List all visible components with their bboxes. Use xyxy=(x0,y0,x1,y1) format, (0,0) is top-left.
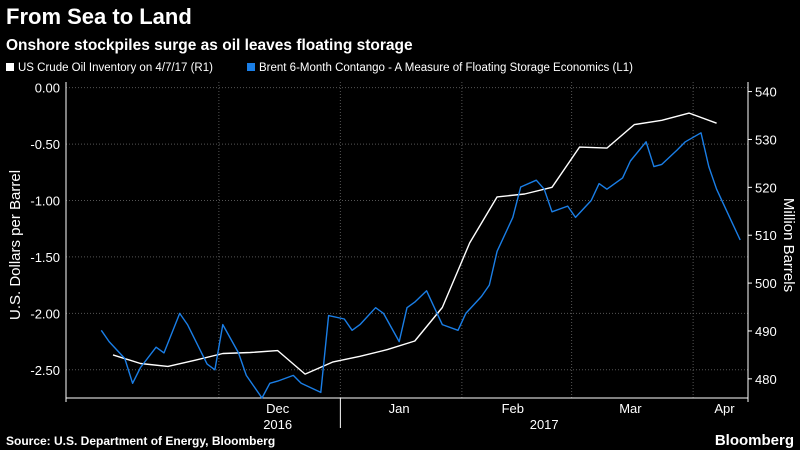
left-tick-label-4: -2.00 xyxy=(30,306,60,321)
left-tick-label-1: -0.50 xyxy=(30,137,60,152)
legend-label-inventory: US Crude Oil Inventory on 4/7/17 (R1) xyxy=(18,62,213,74)
right-tick-label-6: 480 xyxy=(755,372,777,387)
legend-label-contango: Brent 6-Month Contango - A Measure of Fl… xyxy=(259,62,633,74)
left-tick-label-5: -2.50 xyxy=(30,363,60,378)
legend-swatch-blue xyxy=(247,63,255,71)
x-tick-label-0: Dec xyxy=(266,401,290,416)
right-tick-label-0: 540 xyxy=(755,85,777,100)
series-line-inventory xyxy=(112,112,717,375)
chart-subtitle: Onshore stockpiles surge as oil leaves f… xyxy=(6,37,413,54)
x-tick-label-1: Jan xyxy=(389,401,410,416)
x-year-label-1: 2017 xyxy=(530,417,559,432)
left-axis-label: U.S. Dollars per Barrel xyxy=(7,170,24,320)
right-tick-label-5: 490 xyxy=(755,324,777,339)
source-note: Source: U.S. Department of Energy, Bloom… xyxy=(6,434,275,448)
x-tick-label-4: Apr xyxy=(714,401,735,416)
chart-title: From Sea to Land xyxy=(6,4,192,29)
right-tick-label-4: 500 xyxy=(755,276,777,291)
series xyxy=(100,112,741,399)
legend-swatch-white xyxy=(6,63,14,71)
left-tick-label-0: 0.00 xyxy=(35,81,60,96)
x-tick-label-2: Feb xyxy=(502,401,524,416)
x-year-label-0: 2016 xyxy=(263,417,292,432)
right-tick-label-1: 530 xyxy=(755,132,777,147)
series-line-contango xyxy=(100,132,741,399)
left-tick-label-2: -1.00 xyxy=(30,194,60,209)
right-axis-label: Million Barrels xyxy=(780,198,797,292)
left-tick-label-3: -1.50 xyxy=(30,250,60,265)
bloomberg-logo: Bloomberg xyxy=(715,432,794,449)
legend: US Crude Oil Inventory on 4/7/17 (R1) Br… xyxy=(6,62,633,74)
right-tick-label-2: 520 xyxy=(755,180,777,195)
x-tick-label-3: Mar xyxy=(619,401,642,416)
axes: 0.00 -0.50 -1.00 -1.50 -2.00 -2.50 540 530 520 51… xyxy=(30,81,776,432)
right-tick-label-3: 510 xyxy=(755,228,777,243)
